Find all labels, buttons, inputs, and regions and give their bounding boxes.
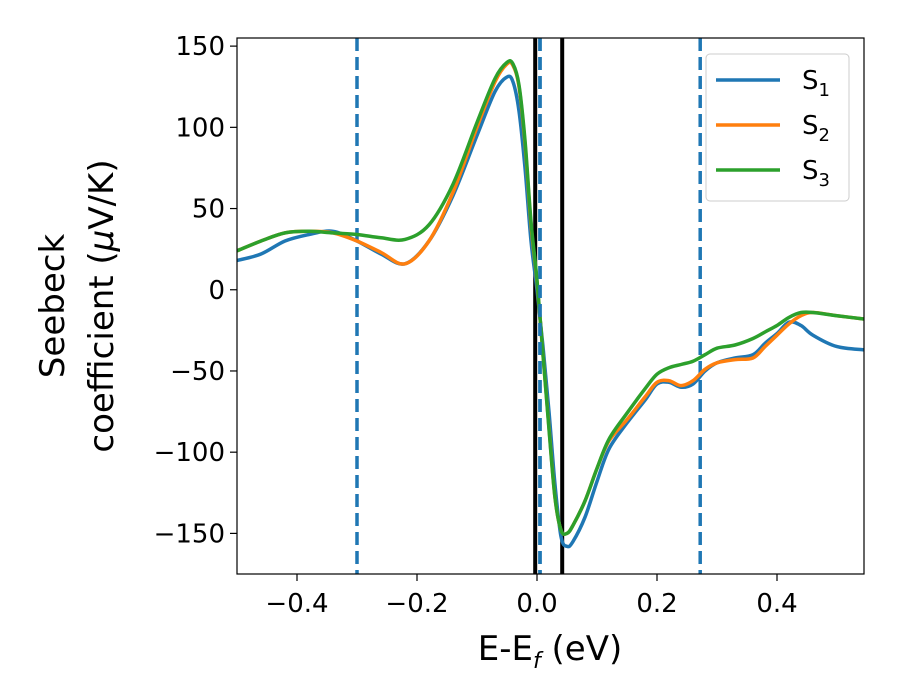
- y-tick-label: −150: [154, 519, 225, 549]
- plot-frame: [236, 37, 865, 575]
- x-tick-label: 0.2: [636, 589, 677, 619]
- x-axis-ticks: −0.4 −0.2 0.0 0.2 0.4: [265, 574, 798, 619]
- y-tick-label: 0: [208, 276, 225, 306]
- y-tick-label: 100: [175, 113, 225, 143]
- y-tick-label: −50: [170, 357, 225, 387]
- y-tick-label: −100: [154, 438, 225, 468]
- legend-label-s3: S3: [802, 156, 830, 191]
- x-tick-label: −0.2: [385, 589, 448, 619]
- y-tick-label: 150: [175, 32, 225, 62]
- legend-label-s1: S1: [802, 66, 830, 101]
- series-lines: [237, 38, 864, 574]
- x-tick-label: 0.4: [756, 589, 797, 619]
- legend-label-s2: S2: [802, 111, 830, 146]
- x-axis-title: E-Ef (eV): [478, 629, 623, 674]
- y-axis-title-line2: coefficient (μV/K): [82, 159, 122, 452]
- x-tick-label: −0.4: [265, 589, 328, 619]
- legend: S1 S2 S3: [705, 53, 850, 202]
- series-line-s3: [237, 59, 864, 537]
- y-axis-title-line1: Seebeck: [33, 234, 73, 379]
- y-tick-label: 50: [192, 195, 225, 225]
- legend-box: [705, 53, 850, 202]
- y-axis-ticks: −150 −100 −50 0 50 100 150: [154, 32, 237, 549]
- x-tick-label: 0.0: [516, 589, 557, 619]
